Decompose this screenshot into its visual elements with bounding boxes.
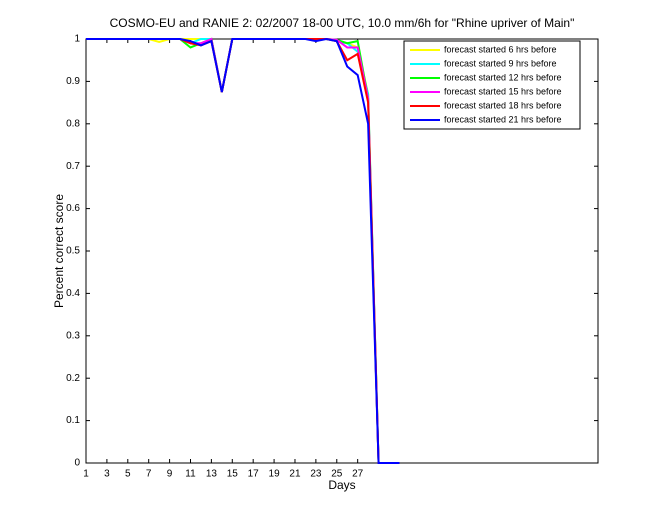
y-tick-label: 1 [74, 34, 80, 45]
y-tick-label: 0.7 [66, 161, 80, 172]
legend-label: forecast started 9 hrs before [444, 58, 557, 68]
y-tick-label: 0.4 [66, 288, 80, 299]
x-tick-label: 3 [104, 469, 110, 480]
y-tick-label: 0.1 [66, 415, 80, 426]
x-tick-label: 21 [289, 469, 301, 480]
x-tick-label: 17 [248, 469, 260, 480]
x-tick-label: 13 [206, 469, 218, 480]
x-tick-label: 5 [125, 469, 131, 480]
chart-title: COSMO-EU and RANIE 2: 02/2007 18-00 UTC,… [110, 16, 575, 30]
y-tick-label: 0.5 [66, 246, 80, 257]
x-tick-label: 23 [310, 469, 322, 480]
legend-box [403, 40, 581, 130]
legend-label: forecast started 12 hrs before [444, 72, 562, 82]
legend-label: forecast started 18 hrs before [444, 100, 562, 110]
x-tick-label: 15 [227, 469, 239, 480]
x-tick-label: 7 [146, 469, 152, 480]
x-tick-label: 19 [269, 469, 281, 480]
legend-label: forecast started 15 hrs before [444, 86, 562, 96]
series-line [86, 37, 400, 464]
y-tick-label: 0.9 [66, 76, 80, 87]
x-tick-label: 9 [167, 469, 173, 480]
y-tick-label: 0 [74, 458, 80, 469]
y-tick-label: 0.8 [66, 118, 80, 129]
x-tick-label: 1 [83, 469, 89, 480]
x-tick-label: 11 [185, 469, 196, 480]
x-axis-label: Days [328, 478, 355, 492]
y-tick-label: 0.2 [66, 373, 80, 384]
y-axis-label: Percent correct score [52, 194, 66, 308]
legend-label: forecast started 6 hrs before [444, 44, 557, 54]
x-tick-label: 25 [331, 469, 343, 480]
legend-label: forecast started 21 hrs before [444, 114, 562, 124]
x-tick-label: 27 [352, 469, 364, 480]
y-tick-label: 0.3 [66, 330, 80, 341]
y-tick-label: 0.6 [66, 203, 80, 214]
